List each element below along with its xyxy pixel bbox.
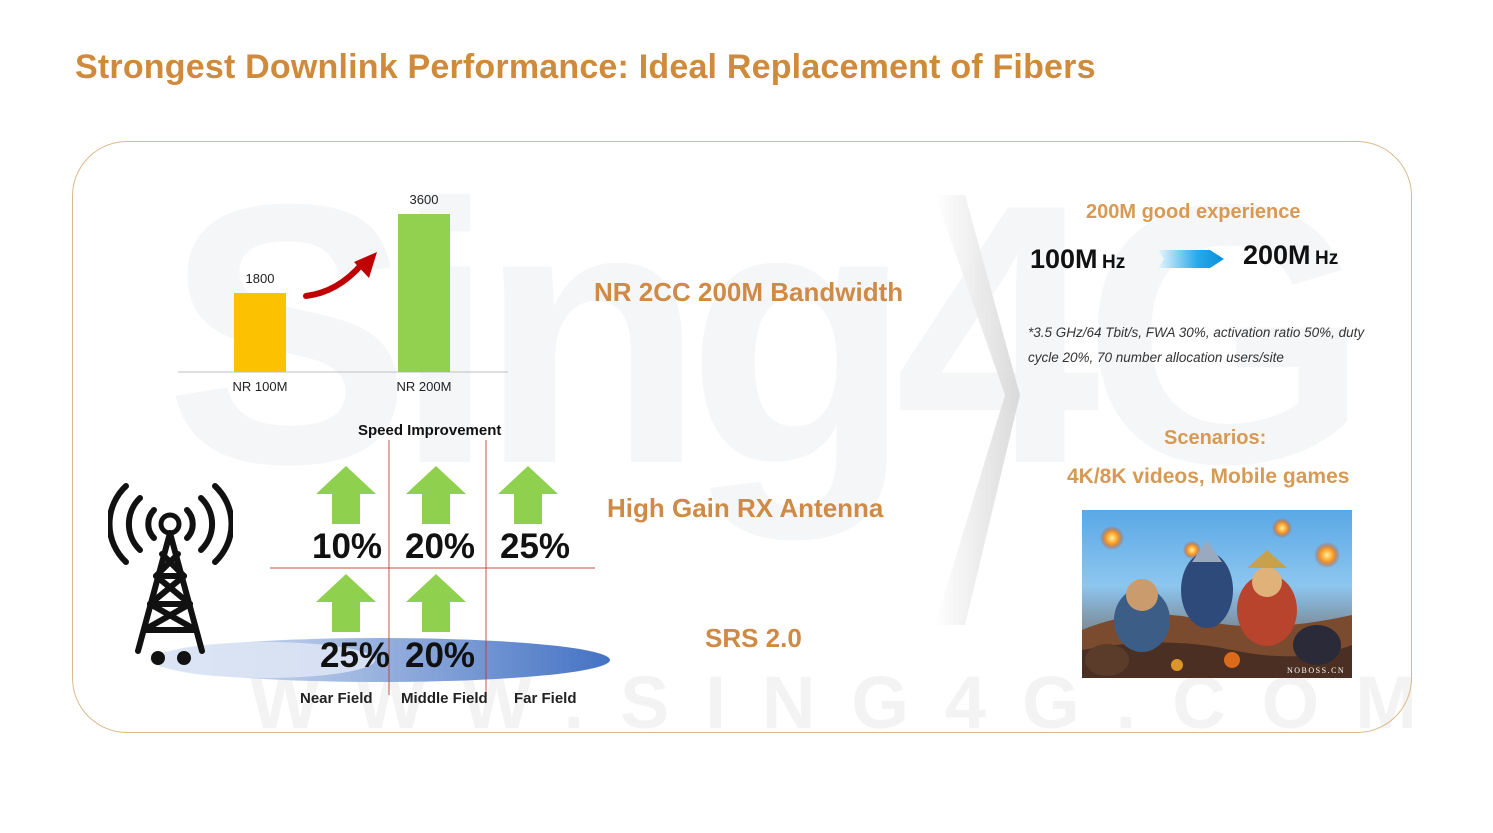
bar-value-label: 3600 (409, 192, 439, 207)
footnote: *3.5 GHz/64 Tbit/s, FWA 30%, activation … (1028, 320, 1408, 370)
up-arrow-icon (316, 574, 376, 632)
from-unit: Hz (1102, 252, 1126, 273)
transition-arrow-icon (1158, 250, 1224, 268)
up-arrow-icon (498, 466, 558, 524)
up-arrow-icon (316, 466, 376, 524)
bandwidth-bar-chart (178, 214, 508, 373)
footnote-line: cycle 20%, 70 number allocation users/si… (1028, 350, 1284, 365)
bar-category-label: NR 100M (232, 379, 288, 394)
speed-pct-middle-bottom: 20% (405, 636, 476, 675)
speed-pct-middle-top: 20% (405, 527, 476, 566)
footnote-line: *3.5 GHz/64 Tbit/s, FWA 30%, activation … (1028, 325, 1365, 340)
bandwidth-from: 100M Hz (1030, 244, 1125, 275)
speed-title: Speed Improvement (358, 422, 502, 439)
scenarios-title: Scenarios: (1164, 427, 1267, 449)
bar-nr-200m (398, 214, 450, 372)
feature-bandwidth: NR 2CC 200M Bandwidth (594, 277, 904, 307)
bar-category-label: NR 200M (396, 379, 452, 394)
bar-value-label: 1800 (245, 271, 275, 286)
speed-grid (270, 440, 595, 695)
up-arrow-icon (406, 574, 466, 632)
slide-title: Strongest Downlink Performance: Ideal Re… (75, 48, 1096, 86)
content-panel (72, 141, 1412, 733)
coverage-ellipse (150, 638, 610, 682)
bandwidth-to: 200M Hz (1243, 240, 1338, 271)
growth-arrowhead-icon (354, 252, 377, 278)
from-value: 100M (1030, 244, 1098, 274)
speed-pct-near-bottom: 25% (320, 636, 391, 675)
experience-title: 200M good experience (1086, 201, 1301, 223)
image-caption: NOBOSS.CN (1287, 666, 1345, 675)
speed-pct-far-top: 25% (500, 527, 571, 566)
field-label-middle: Middle Field (401, 690, 488, 707)
to-unit: Hz (1315, 248, 1339, 269)
feature-srs: SRS 2.0 (705, 623, 802, 653)
up-arrow-icon (406, 466, 466, 524)
bar-nr-100m (234, 293, 286, 372)
field-label-far: Far Field (514, 690, 577, 707)
to-value: 200M (1243, 240, 1311, 270)
speed-pct-near-top: 10% (312, 527, 383, 566)
scenarios-list: 4K/8K videos, Mobile games (1067, 465, 1350, 488)
mobile-game-image: NOBOSS.CN (1082, 510, 1352, 678)
growth-arrow-icon (303, 261, 365, 299)
feature-antenna: High Gain RX Antenna (607, 493, 884, 523)
chevron-arrow-icon (935, 195, 1020, 625)
field-label-near: Near Field (300, 690, 373, 707)
antenna-tower-icon (108, 483, 233, 665)
